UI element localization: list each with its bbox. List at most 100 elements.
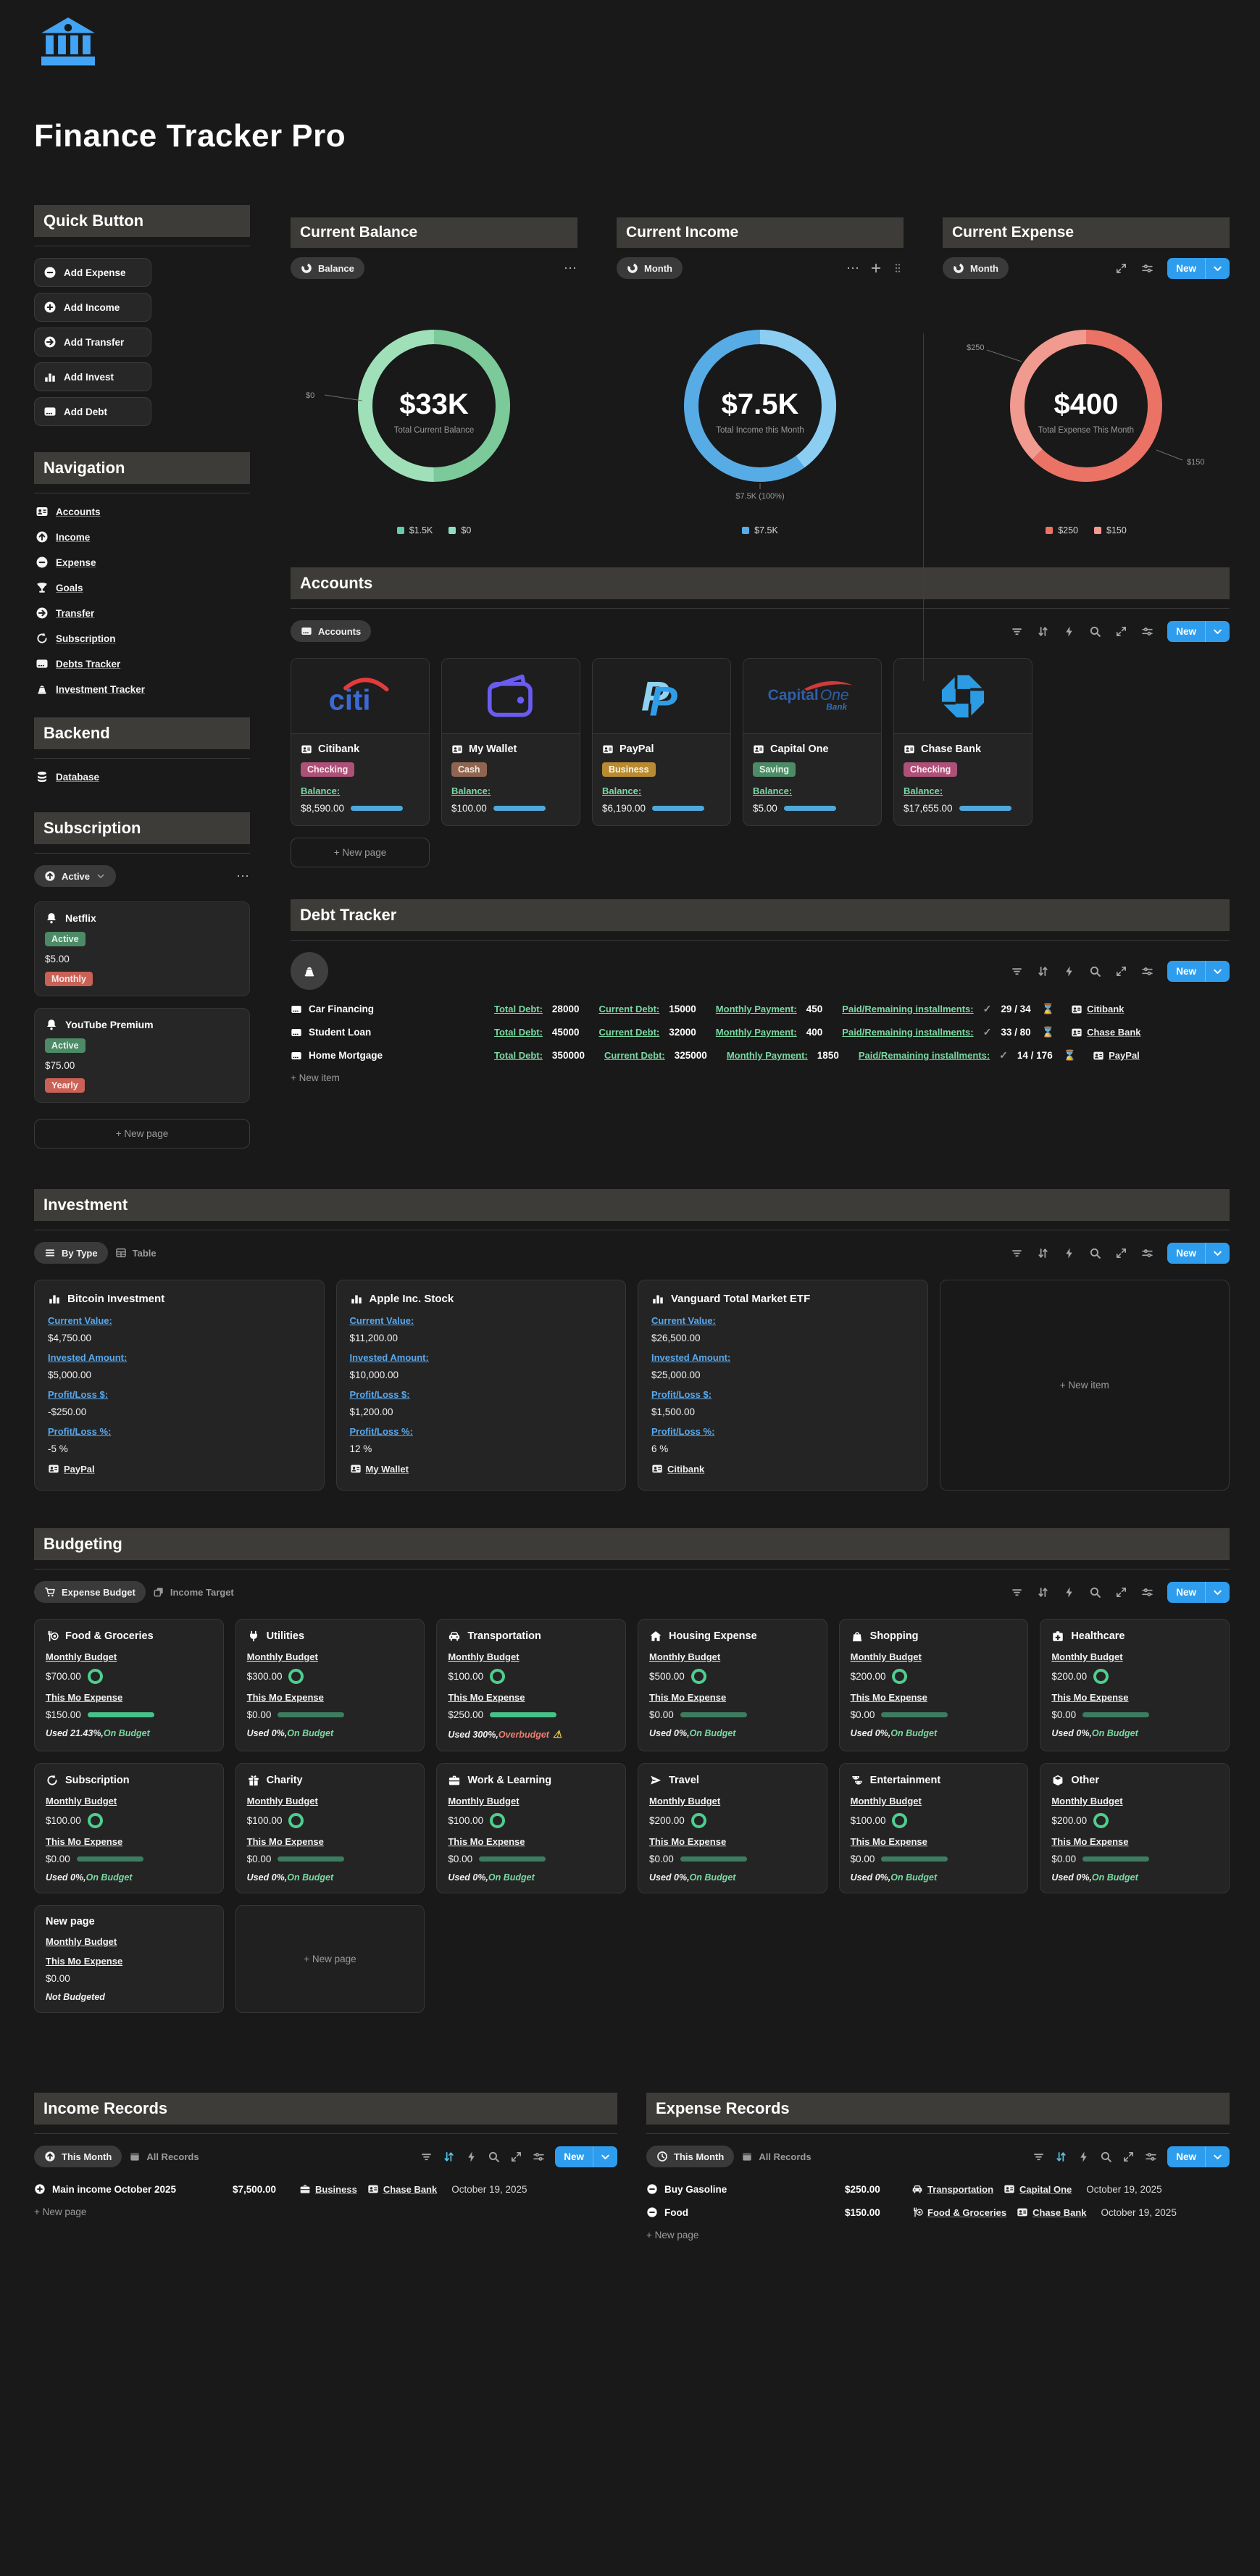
investment-card-vanguard[interactable]: Vanguard Total Market ETF Current Value:…: [638, 1280, 928, 1491]
sidebar-item-debts-tracker[interactable]: Debts Tracker: [36, 657, 250, 670]
income-record-row[interactable]: Main income October 2025 $7,500.00 Busin…: [34, 2183, 617, 2195]
budget-card-work-learning[interactable]: Work & Learning Monthly Budget $100.00 T…: [436, 1763, 626, 1893]
expand-icon[interactable]: [1115, 1247, 1127, 1259]
tune-icon[interactable]: [533, 2151, 545, 2163]
account-card-capital-one[interactable]: Capital One Bank Capital One Saving Balanc…: [743, 658, 882, 826]
new-button[interactable]: New: [1167, 2146, 1230, 2167]
account-relation[interactable]: Chase Bank: [1017, 2206, 1087, 2218]
tune-icon[interactable]: [1141, 1586, 1153, 1598]
subscription-card-youtube[interactable]: YouTube Premium Active $75.00 Yearly: [34, 1008, 250, 1103]
sort-icon[interactable]: [1037, 965, 1049, 978]
account-card-my-wallet[interactable]: My Wallet Cash Balance: $100.00: [441, 658, 580, 826]
sidebar-item-investment-tracker[interactable]: Investment Tracker: [36, 683, 250, 696]
bolt-icon[interactable]: [1063, 1247, 1075, 1259]
tune-icon[interactable]: [1141, 1247, 1153, 1259]
tab-this-month[interactable]: This Month: [34, 2146, 122, 2167]
search-icon[interactable]: [1100, 2151, 1112, 2163]
more-options-icon[interactable]: ⋯: [236, 868, 250, 883]
new-button[interactable]: New: [1167, 1242, 1230, 1264]
investment-card-bitcoin[interactable]: Bitcoin Investment Current Value: $4,750.…: [34, 1280, 325, 1491]
new-page-button[interactable]: + New page: [34, 2206, 87, 2217]
category-relation[interactable]: Food & Groceries: [911, 2206, 1006, 2218]
debt-row-car-financing[interactable]: Car Financing Total Debt: 28000 Current D…: [291, 1003, 1230, 1015]
sidebar-item-expense[interactable]: Expense: [36, 556, 250, 569]
budget-card-shopping[interactable]: Shopping Monthly Budget $200.00 This Mo …: [838, 1619, 1029, 1751]
account-card-chase[interactable]: Chase Bank Checking Balance: $17,655.00: [893, 658, 1032, 826]
expand-icon[interactable]: [1115, 625, 1127, 638]
account-relation[interactable]: My Wallet: [350, 1463, 409, 1475]
tab-by-type[interactable]: By Type: [34, 1242, 108, 1264]
tab-balance[interactable]: Balance: [291, 257, 364, 279]
tune-icon[interactable]: [1145, 2151, 1157, 2163]
expand-icon[interactable]: [1115, 965, 1127, 978]
budget-card-travel[interactable]: Travel Monthly Budget $200.00 This Mo Ex…: [637, 1763, 827, 1893]
column-divider[interactable]: [923, 333, 924, 681]
budget-card-new-page[interactable]: New page Monthly Budget This Mo Expense …: [34, 1905, 224, 2013]
more-options-icon[interactable]: ⋯: [564, 260, 577, 275]
bolt-icon[interactable]: [465, 2151, 477, 2163]
search-icon[interactable]: [488, 2151, 500, 2163]
bolt-icon[interactable]: [1063, 625, 1075, 638]
expand-icon[interactable]: [510, 2151, 522, 2163]
sidebar-item-subscription[interactable]: Subscription: [36, 632, 250, 645]
bank-relation[interactable]: Citibank: [1071, 1004, 1124, 1015]
new-button[interactable]: New: [1167, 620, 1230, 642]
sort-icon[interactable]: [1037, 1247, 1049, 1259]
sort-icon[interactable]: [1037, 1586, 1049, 1598]
tab-income-month[interactable]: Month: [617, 257, 683, 279]
category-relation[interactable]: Business: [299, 2183, 357, 2195]
sidebar-item-income[interactable]: Income: [36, 530, 250, 543]
expand-icon[interactable]: [1115, 1586, 1127, 1598]
tab-accounts[interactable]: Accounts: [291, 620, 372, 642]
account-relation[interactable]: Chase Bank: [367, 2183, 437, 2195]
budget-card-housing[interactable]: Housing Expense Monthly Budget $500.00 T…: [637, 1619, 827, 1751]
account-relation[interactable]: Capital One: [1004, 2183, 1072, 2195]
filter-icon[interactable]: [1011, 625, 1023, 638]
search-icon[interactable]: [1089, 1247, 1101, 1259]
sort-icon[interactable]: [443, 2151, 455, 2163]
add-invest-button[interactable]: Add Invest: [34, 362, 151, 391]
drag-handle-icon[interactable]: [892, 262, 904, 274]
debt-view-avatar[interactable]: [291, 952, 328, 990]
budget-card-other[interactable]: Other Monthly Budget $200.00 This Mo Exp…: [1040, 1763, 1230, 1893]
sidebar-item-transfer[interactable]: Transfer: [36, 607, 250, 620]
tab-expense-month[interactable]: Month: [943, 257, 1009, 279]
filter-icon[interactable]: [1011, 1247, 1023, 1259]
bolt-icon[interactable]: [1063, 1586, 1075, 1598]
category-relation[interactable]: Transportation: [911, 2183, 993, 2195]
sidebar-item-goals[interactable]: Goals: [36, 581, 250, 594]
add-view-icon[interactable]: [870, 262, 882, 274]
new-button[interactable]: New: [1167, 1581, 1230, 1603]
sort-icon[interactable]: [1055, 2151, 1067, 2163]
budget-card-charity[interactable]: Charity Monthly Budget $100.00 This Mo E…: [235, 1763, 425, 1893]
tab-table[interactable]: Table: [108, 1242, 164, 1264]
add-expense-button[interactable]: Add Expense: [34, 258, 151, 287]
budget-card-healthcare[interactable]: Healthcare Monthly Budget $200.00 This M…: [1040, 1619, 1230, 1751]
budget-card-food-groceries[interactable]: Food & Groceries Monthly Budget $700.00 …: [34, 1619, 224, 1751]
tune-icon[interactable]: [1141, 965, 1153, 978]
new-item-button[interactable]: + New item: [291, 1072, 340, 1083]
add-debt-button[interactable]: Add Debt: [34, 397, 151, 426]
filter-icon[interactable]: [1011, 965, 1023, 978]
sidebar-item-accounts[interactable]: Accounts: [36, 505, 250, 518]
account-relation[interactable]: Citibank: [651, 1463, 704, 1475]
tune-icon[interactable]: [1141, 625, 1153, 638]
bolt-icon[interactable]: [1077, 2151, 1090, 2163]
account-relation[interactable]: PayPal: [48, 1463, 95, 1475]
bank-relation[interactable]: PayPal: [1093, 1050, 1140, 1062]
new-item-card[interactable]: + New item: [939, 1280, 1230, 1491]
tab-this-month[interactable]: This Month: [646, 2146, 735, 2167]
bolt-icon[interactable]: [1063, 965, 1075, 978]
debt-row-home-mortgage[interactable]: Home Mortgage Total Debt: 350000 Current …: [291, 1049, 1230, 1062]
add-income-button[interactable]: Add Income: [34, 293, 151, 322]
sidebar-item-database[interactable]: Database: [36, 770, 250, 783]
add-transfer-button[interactable]: Add Transfer: [34, 328, 151, 357]
new-button[interactable]: New: [1167, 257, 1230, 279]
filter-icon[interactable]: [420, 2151, 433, 2163]
expense-record-row[interactable]: Food $150.00 Food & Groceries Chase Bank…: [646, 2206, 1230, 2218]
tab-expense-budget[interactable]: Expense Budget: [34, 1581, 146, 1603]
investment-card-apple[interactable]: Apple Inc. Stock Current Value: $11,200.0…: [335, 1280, 626, 1491]
tab-income-target[interactable]: Income Target: [146, 1581, 241, 1603]
new-page-button[interactable]: + New page: [646, 2230, 699, 2241]
expand-icon[interactable]: [1122, 2151, 1135, 2163]
